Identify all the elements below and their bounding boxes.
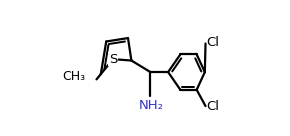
Text: S: S — [109, 53, 117, 66]
Text: Cl: Cl — [206, 100, 219, 113]
Text: Cl: Cl — [206, 36, 219, 49]
Text: CH₃: CH₃ — [62, 70, 85, 83]
Text: NH₂: NH₂ — [139, 99, 164, 112]
